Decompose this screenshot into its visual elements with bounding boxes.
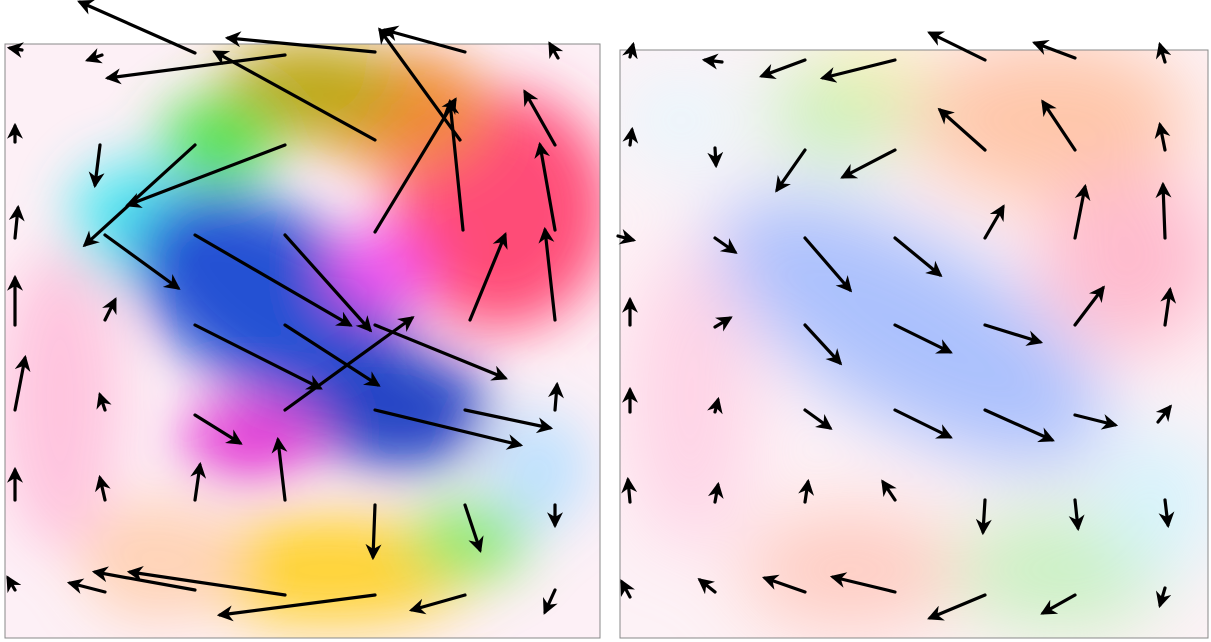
flow-arrow — [983, 204, 1005, 240]
flow-arrow — [893, 323, 953, 354]
flow-arrow — [523, 89, 557, 147]
flow-arrow — [1154, 121, 1171, 152]
flow-arrow — [937, 107, 987, 152]
flow-arrow — [77, 0, 197, 55]
flow-arrow — [125, 143, 287, 208]
flow-arrow — [775, 148, 807, 193]
flow-arrow — [803, 236, 853, 293]
flow-arrow — [927, 593, 987, 621]
flow-arrow — [1040, 593, 1077, 615]
flow-arrow — [1155, 404, 1172, 424]
flow-arrow — [707, 396, 723, 415]
flow-arrow — [6, 575, 22, 594]
flow-arrow — [548, 381, 564, 412]
flow-arrow — [190, 461, 207, 502]
flow-arrow — [1073, 413, 1119, 430]
flow-arrow — [983, 408, 1055, 443]
flow-arrow — [95, 474, 111, 502]
flow-arrow — [701, 53, 724, 70]
flow-arrow — [283, 316, 415, 412]
flow-arrow — [102, 297, 117, 322]
flow-arrow — [1155, 181, 1172, 240]
flow-arrow — [283, 323, 381, 387]
flow-arrow — [697, 578, 717, 595]
flow-arrow — [622, 126, 639, 147]
flow-arrow — [803, 408, 833, 430]
flow-arrow — [538, 226, 557, 322]
flow-arrow — [620, 579, 636, 599]
flow-arrow — [893, 236, 943, 278]
flow-arrow — [616, 228, 637, 245]
flow-arrow — [1068, 498, 1085, 532]
flow-arrow — [1155, 586, 1172, 609]
right-flow-field — [620, 50, 1208, 638]
flow-arrow — [378, 27, 462, 142]
flow-arrow — [975, 498, 992, 536]
flow-arrow — [88, 143, 105, 189]
flow-arrow — [1041, 99, 1077, 152]
flow-arrows — [6, 0, 1177, 622]
flow-arrow — [1073, 285, 1105, 327]
flow-arrow — [283, 233, 373, 333]
flow-arrow — [463, 503, 484, 554]
flow-arrow — [468, 232, 508, 322]
flow-arrow — [271, 436, 288, 502]
flow-arrow — [193, 323, 323, 390]
flow-arrow — [803, 323, 843, 366]
flow-arrow — [1155, 41, 1172, 64]
flow-arrow — [881, 479, 897, 502]
flow-arrow — [829, 572, 897, 594]
flow-arrow — [408, 593, 467, 615]
flow-arrow — [373, 97, 457, 234]
flow-arrow — [534, 141, 557, 232]
flow-arrow — [365, 503, 382, 561]
flow-arrow — [373, 323, 508, 381]
flow-arrow — [1032, 40, 1077, 60]
right-panel-frame — [619, 49, 1209, 639]
flow-arrow — [193, 413, 243, 445]
flow-arrow — [212, 50, 377, 142]
flow-arrow — [84, 48, 104, 64]
flow-arrow — [622, 41, 638, 60]
flow-arrow — [548, 41, 564, 60]
flow-arrow — [8, 204, 25, 240]
flow-arrow — [216, 593, 377, 622]
flow-arrow — [443, 98, 465, 232]
flow-arrow — [819, 58, 897, 83]
flow-arrow — [759, 58, 807, 80]
flow-arrow — [983, 323, 1044, 346]
flow-arrow — [96, 391, 112, 412]
flow-arrow — [13, 354, 31, 412]
flow-arrow — [381, 25, 467, 54]
flow-arrow — [224, 31, 377, 54]
flow-arrow — [621, 476, 638, 504]
flow-arrow — [104, 53, 287, 85]
flow-arrow — [373, 408, 524, 450]
left-flow-field — [5, 44, 600, 638]
flow-arrow — [713, 236, 738, 254]
flow-arrow — [126, 565, 287, 597]
flow-arrow — [707, 481, 724, 504]
flow-arrow — [103, 233, 181, 290]
flow-arrow — [761, 574, 807, 594]
flow-arrow — [893, 408, 953, 439]
flow-arrow — [707, 146, 724, 169]
flow-arrow — [1158, 498, 1175, 529]
flow-arrow — [713, 316, 733, 332]
flow-arrow — [463, 408, 554, 434]
flow-arrow — [1160, 286, 1177, 327]
flow-arrow — [193, 233, 353, 327]
flow-arrow — [840, 148, 897, 179]
flow-arrow — [91, 566, 197, 592]
flow-arrow — [66, 578, 107, 594]
flow-arrow — [798, 478, 815, 504]
flow-arrow — [543, 588, 558, 615]
flow-arrow — [6, 42, 24, 58]
flow-arrow — [1073, 183, 1091, 240]
flow-arrow — [927, 31, 987, 62]
